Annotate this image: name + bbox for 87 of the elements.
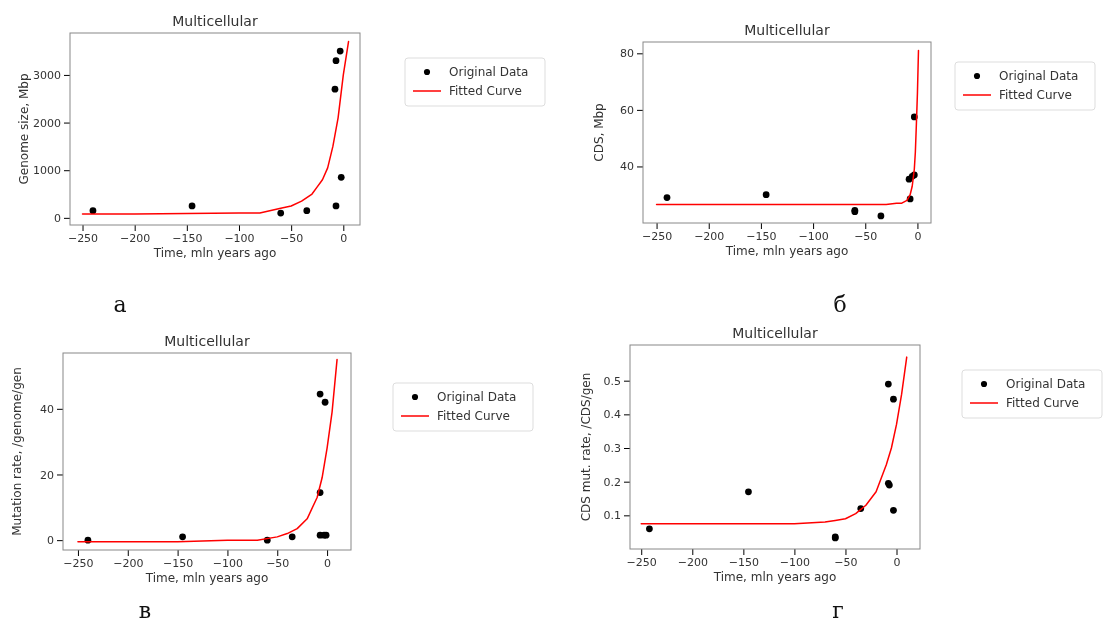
point <box>321 398 329 406</box>
line-series <box>77 358 338 543</box>
x-tick-label: 0 <box>893 555 901 569</box>
point <box>332 57 340 65</box>
chart-title: Multicellular <box>744 22 830 38</box>
text: а <box>113 292 127 317</box>
x-tick-label: −200 <box>120 231 151 245</box>
x-axis-title: Time, mln years ago <box>144 571 269 585</box>
line-series <box>81 40 350 215</box>
x-tick-label: −250 <box>626 555 657 569</box>
chart-title: Multicellular <box>732 325 818 341</box>
chart-title: Multicellular <box>172 13 258 29</box>
point <box>890 506 897 514</box>
x-tick-label: 0 <box>324 556 332 570</box>
y-axis-title: Mutation rate, /genome/gen <box>10 367 24 536</box>
text: г <box>832 598 844 623</box>
y-tick-label: 0.2 <box>603 475 621 489</box>
x-tick-label: 0 <box>914 229 922 243</box>
y-tick-label: 1000 <box>33 164 61 178</box>
legend-label: Fitted Curve <box>999 88 1072 102</box>
y-tick-label: 40 <box>620 160 634 174</box>
x-axis-title: Time, mln years ago <box>724 244 849 258</box>
point <box>303 207 311 215</box>
chart-title: Multicellular <box>164 333 250 349</box>
point <box>316 390 324 398</box>
point <box>179 533 186 541</box>
legend-label: Original Data <box>437 390 517 404</box>
x-tick-label: −200 <box>113 556 144 570</box>
x-axis-title: Time, mln years ago <box>152 246 277 260</box>
point <box>762 191 770 199</box>
x-tick-label: −250 <box>641 229 673 243</box>
x-tick-label: −200 <box>694 229 725 243</box>
point <box>331 85 339 93</box>
y-tick-label: 0.4 <box>603 408 621 422</box>
legend-label: Original Data <box>449 65 529 79</box>
x-tick-label: −100 <box>224 231 255 245</box>
legend-label: Fitted Curve <box>1006 396 1079 410</box>
y-tick-label: 0.3 <box>603 442 621 456</box>
x-tick-label: −50 <box>854 229 878 243</box>
y-axis-title: Genome size, Mbp <box>17 73 31 185</box>
line-series <box>640 356 908 525</box>
y-tick-label: 20 <box>40 468 54 482</box>
point <box>336 47 344 55</box>
x-tick-label: −100 <box>798 229 829 243</box>
point <box>884 380 892 388</box>
line-series <box>655 49 920 206</box>
point <box>745 488 752 496</box>
point <box>337 173 345 181</box>
x-tick-label: 0 <box>340 231 348 245</box>
y-tick-label: 80 <box>620 47 634 61</box>
y-tick-label: 0 <box>54 211 61 225</box>
y-tick-label: 40 <box>40 402 54 416</box>
point <box>288 533 296 541</box>
y-tick-label: 2000 <box>33 116 61 130</box>
x-axis-title: Time, mln years ago <box>712 570 837 584</box>
y-tick-label: 0.5 <box>603 374 621 388</box>
legend-label: Original Data <box>1006 377 1086 391</box>
x-tick-label: −150 <box>728 555 759 569</box>
point <box>188 202 196 210</box>
x-tick-label: −150 <box>746 229 777 243</box>
y-tick-label: 0 <box>47 534 54 548</box>
point <box>646 525 653 533</box>
point <box>277 209 285 217</box>
x-tick-label: −100 <box>212 556 244 570</box>
x-tick-label: −150 <box>162 556 194 570</box>
y-tick-label: 0.1 <box>603 509 621 523</box>
point <box>663 194 671 201</box>
point <box>890 395 897 403</box>
x-tick-label: −200 <box>677 555 708 569</box>
legend-label: Original Data <box>999 69 1079 83</box>
x-tick-label: −50 <box>266 556 290 570</box>
text: б <box>833 292 847 317</box>
point <box>332 202 340 210</box>
x-tick-label: −100 <box>779 555 811 569</box>
y-tick-label: 60 <box>620 103 634 117</box>
x-tick-label: −50 <box>834 555 858 569</box>
x-tick-label: −250 <box>63 556 94 570</box>
y-tick-label: 3000 <box>33 68 61 82</box>
point <box>877 212 885 220</box>
legend-label: Fitted Curve <box>437 409 510 423</box>
text: в <box>138 598 152 623</box>
x-tick-label: −50 <box>280 231 304 245</box>
legend-label: Fitted Curve <box>449 84 522 98</box>
x-tick-label: −150 <box>172 231 203 245</box>
y-axis-title: CDS mut. rate, /CDS/gen <box>579 372 593 522</box>
x-tick-label: −250 <box>67 231 99 245</box>
y-axis-title: CDS, Mbp <box>592 103 606 162</box>
